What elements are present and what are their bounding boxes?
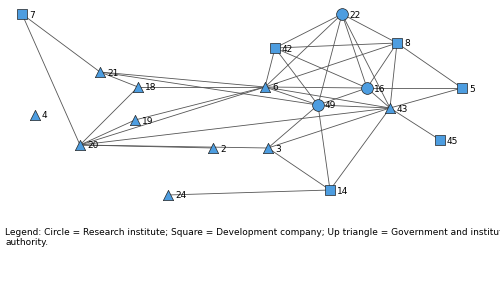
Point bbox=[164, 192, 172, 197]
Text: 19: 19 bbox=[142, 116, 154, 126]
Text: 21: 21 bbox=[107, 68, 118, 77]
Point bbox=[264, 146, 272, 150]
Text: 20: 20 bbox=[87, 142, 99, 150]
Text: 45: 45 bbox=[447, 137, 458, 146]
Point bbox=[134, 84, 142, 89]
Text: 24: 24 bbox=[175, 192, 186, 200]
Text: 49: 49 bbox=[325, 102, 336, 111]
Text: 42: 42 bbox=[282, 45, 293, 53]
Text: 8: 8 bbox=[404, 40, 410, 49]
Point bbox=[209, 146, 217, 150]
Text: 43: 43 bbox=[397, 104, 408, 114]
Point bbox=[393, 41, 401, 45]
Text: 16: 16 bbox=[374, 84, 386, 94]
Point bbox=[338, 12, 346, 17]
Point bbox=[76, 142, 84, 147]
Point bbox=[96, 70, 104, 75]
Text: 3: 3 bbox=[275, 145, 281, 154]
Point bbox=[18, 12, 26, 17]
Text: 4: 4 bbox=[42, 111, 48, 121]
Text: 6: 6 bbox=[272, 84, 278, 92]
Text: 2: 2 bbox=[220, 145, 226, 154]
Point bbox=[458, 86, 466, 91]
Point bbox=[131, 118, 139, 122]
Text: 22: 22 bbox=[349, 10, 360, 20]
Text: 7: 7 bbox=[29, 10, 35, 20]
Point bbox=[436, 138, 444, 142]
Point bbox=[363, 86, 371, 91]
Text: 14: 14 bbox=[337, 186, 348, 196]
Point bbox=[314, 103, 322, 107]
Point bbox=[261, 84, 269, 89]
Point bbox=[326, 188, 334, 192]
Point bbox=[386, 106, 394, 111]
Text: 18: 18 bbox=[145, 84, 156, 92]
Point bbox=[31, 113, 39, 118]
Point bbox=[271, 45, 279, 50]
Text: 5: 5 bbox=[469, 84, 475, 94]
Text: Legend: Circle = Research institute; Square = Development company; Up triangle =: Legend: Circle = Research institute; Squ… bbox=[5, 228, 500, 247]
